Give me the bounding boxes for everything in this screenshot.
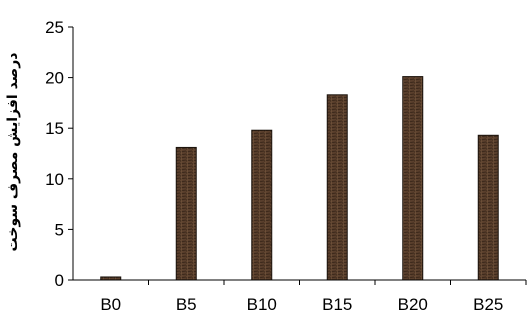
bar-b5 <box>175 146 197 281</box>
bar-b25 <box>477 134 499 281</box>
y-axis-ticks: 0 5 10 15 20 25 <box>45 18 73 290</box>
bars-group <box>100 76 499 281</box>
x-tick-label: B20 <box>398 295 428 314</box>
x-tick-label: B5 <box>176 295 197 314</box>
y-tick-label: 5 <box>55 220 64 239</box>
y-tick-label: 25 <box>45 18 64 37</box>
y-tick-label: 15 <box>45 119 64 138</box>
y-axis-label-group: درصد افزایش مصرف سوخت <box>5 53 21 252</box>
x-axis-ticks: B0 B5 B10 B15 B20 B25 <box>100 280 527 314</box>
bar-b10 <box>251 129 273 281</box>
x-tick-label: B15 <box>322 295 352 314</box>
x-tick-label: B10 <box>247 295 277 314</box>
x-tick-label: B0 <box>100 295 121 314</box>
x-tick-label: B25 <box>473 295 503 314</box>
y-tick-label: 0 <box>55 271 64 290</box>
y-axis-label: درصد افزایش مصرف سوخت <box>5 53 21 252</box>
bar-b20 <box>402 76 424 281</box>
y-tick-label: 10 <box>45 170 64 189</box>
y-tick-label: 20 <box>45 69 64 88</box>
bar-b15 <box>326 94 348 281</box>
